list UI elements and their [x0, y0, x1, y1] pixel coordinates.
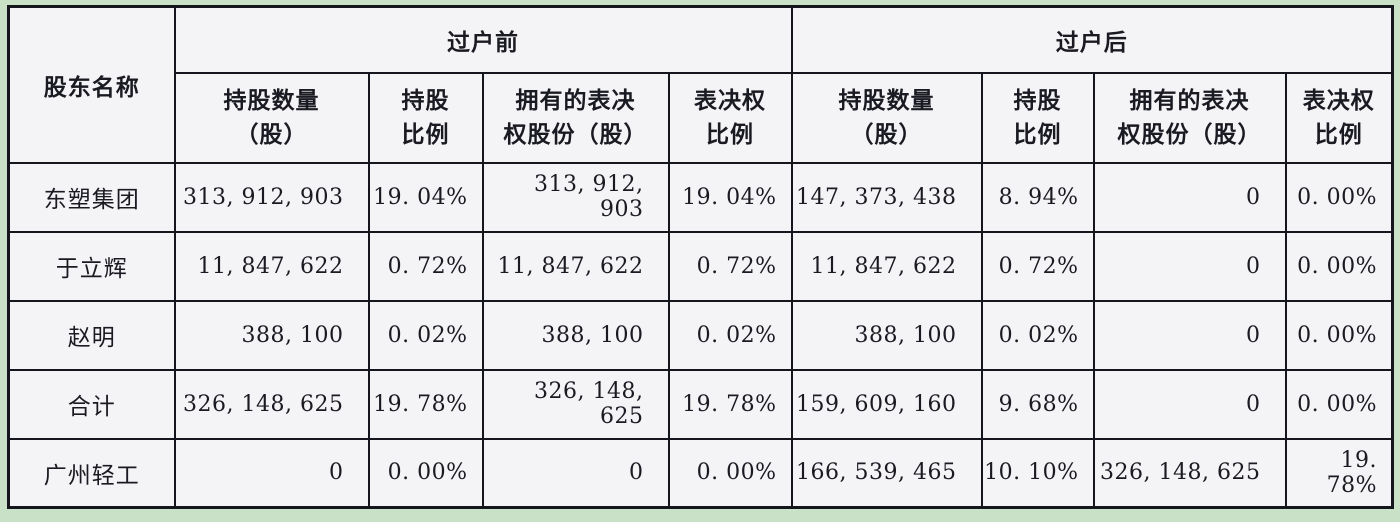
- after-voting-ratio-cell: 19. 78%: [1284, 437, 1394, 509]
- after-voting-cell: 0: [1092, 230, 1287, 302]
- before-qty-cell: 388, 100: [173, 299, 370, 371]
- shareholder-name-cell: 东塑集团: [7, 161, 176, 233]
- after-voting-ratio-cell: 0. 00%: [1284, 368, 1394, 440]
- after-voting-cell: 0: [1092, 299, 1287, 371]
- after-qty-cell: 388, 100: [790, 299, 983, 371]
- after-voting-cell: 0: [1092, 368, 1287, 440]
- header-after-ratio: 持股 比例: [980, 71, 1095, 164]
- after-voting-ratio-cell: 0. 00%: [1284, 230, 1394, 302]
- before-voting-ratio-cell: 19. 04%: [667, 161, 793, 233]
- before-voting-cell: 388, 100: [481, 299, 670, 371]
- table-row-guangzhou: 广州轻工 0 0. 00% 0 0. 00% 166, 539, 465 10.…: [7, 437, 1394, 509]
- shareholder-name-cell: 广州轻工: [7, 437, 176, 509]
- header-after-voting-ratio-line1: 表决权: [1302, 87, 1375, 114]
- before-ratio-cell: 0. 00%: [367, 437, 484, 509]
- header-after-ratio-line2: 比例: [1013, 120, 1062, 147]
- header-after-ratio-line1: 持股: [1013, 87, 1062, 114]
- header-before-qty-line2: （股）: [235, 120, 308, 147]
- header-after-voting-ratio: 表决权 比例: [1284, 71, 1394, 164]
- before-voting-cell: 11, 847, 622: [481, 230, 670, 302]
- header-after-qty-line2: （股）: [850, 120, 923, 147]
- before-ratio-cell: 0. 72%: [367, 230, 484, 302]
- header-after-voting-shares: 拥有的表决 权股份（股）: [1092, 71, 1287, 164]
- before-voting-ratio-cell: 0. 00%: [667, 437, 793, 509]
- before-ratio-cell: 19. 04%: [367, 161, 484, 233]
- header-before-voting-ratio: 表决权 比例: [667, 71, 793, 164]
- before-voting-ratio-cell: 0. 02%: [667, 299, 793, 371]
- header-before-voting-line2: 权股份（股）: [503, 120, 648, 147]
- header-before-voting-ratio-line2: 比例: [706, 120, 754, 147]
- header-before-voting-ratio-line1: 表决权: [694, 87, 766, 114]
- table-body: 东塑集团 313, 912, 903 19. 04% 313, 912, 903…: [7, 161, 1394, 509]
- table-header: 股东名称 过户前 过户后 持股数量 （股） 持股 比例 拥有的表决 权股份（股）: [7, 5, 1394, 164]
- after-ratio-cell: 0. 72%: [980, 230, 1095, 302]
- shareholder-name-cell: 合计: [7, 368, 176, 440]
- after-ratio-cell: 9. 68%: [980, 368, 1095, 440]
- header-after-voting-ratio-line2: 比例: [1314, 120, 1363, 147]
- after-ratio-cell: 10. 10%: [980, 437, 1095, 509]
- header-after-voting-line2: 权股份（股）: [1117, 120, 1262, 147]
- before-ratio-cell: 19. 78%: [367, 368, 484, 440]
- after-qty-cell: 147, 373, 438: [790, 161, 983, 233]
- after-ratio-cell: 8. 94%: [980, 161, 1095, 233]
- header-before-qty: 持股数量 （股）: [173, 71, 370, 164]
- after-voting-ratio-cell: 0. 00%: [1284, 299, 1394, 371]
- before-qty-cell: 11, 847, 622: [173, 230, 370, 302]
- before-voting-cell: 0: [481, 437, 670, 509]
- after-ratio-cell: 0. 02%: [980, 299, 1095, 371]
- header-before-voting-shares: 拥有的表决 权股份（股）: [481, 71, 670, 164]
- after-voting-ratio-cell: 0. 00%: [1284, 161, 1394, 233]
- shareholding-table: 股东名称 过户前 过户后 持股数量 （股） 持股 比例 拥有的表决 权股份（股）: [7, 5, 1394, 509]
- table-row-yulihui: 于立辉 11, 847, 622 0. 72% 11, 847, 622 0. …: [7, 230, 1394, 302]
- table-row-zhaoming: 赵明 388, 100 0. 02% 388, 100 0. 02% 388, …: [7, 299, 1394, 371]
- before-voting-ratio-cell: 19. 78%: [667, 368, 793, 440]
- sub-header-row: 持股数量 （股） 持股 比例 拥有的表决 权股份（股） 表决权 比例 持股数量: [9, 71, 1394, 164]
- header-after-qty: 持股数量 （股）: [790, 71, 983, 164]
- header-after-transfer: 过户后: [790, 5, 1394, 74]
- before-qty-cell: 0: [173, 437, 370, 509]
- shareholder-name-cell: 赵明: [7, 299, 176, 371]
- table-row-dongsu: 东塑集团 313, 912, 903 19. 04% 313, 912, 903…: [7, 161, 1394, 233]
- header-before-voting-line1: 拥有的表决: [515, 87, 636, 114]
- header-before-ratio-line2: 比例: [401, 120, 450, 147]
- group-header-row: 股东名称 过户前 过户后: [7, 5, 1394, 164]
- table-row-total: 合计 326, 148, 625 19. 78% 326, 148, 625 1…: [7, 368, 1394, 440]
- before-voting-ratio-cell: 0. 72%: [667, 230, 793, 302]
- before-qty-cell: 313, 912, 903: [173, 161, 370, 233]
- before-ratio-cell: 0. 02%: [367, 299, 484, 371]
- header-before-ratio-line1: 持股: [401, 87, 450, 114]
- header-before-ratio: 持股 比例: [367, 71, 484, 164]
- after-qty-cell: 11, 847, 622: [790, 230, 983, 302]
- header-after-voting-line1: 拥有的表决: [1129, 87, 1250, 114]
- shareholder-name-cell: 于立辉: [7, 230, 176, 302]
- after-qty-cell: 159, 609, 160: [790, 368, 983, 440]
- header-before-transfer: 过户前: [173, 5, 793, 74]
- before-voting-cell: 313, 912, 903: [481, 161, 670, 233]
- before-qty-cell: 326, 148, 625: [173, 368, 370, 440]
- header-shareholder-name: 股东名称: [7, 5, 176, 164]
- after-voting-cell: 0: [1092, 161, 1287, 233]
- header-before-qty-line1: 持股数量: [223, 87, 320, 114]
- header-after-qty-line1: 持股数量: [838, 87, 935, 114]
- before-voting-cell: 326, 148, 625: [481, 368, 670, 440]
- after-qty-cell: 166, 539, 465: [790, 437, 983, 509]
- after-voting-cell: 326, 148, 625: [1092, 437, 1287, 509]
